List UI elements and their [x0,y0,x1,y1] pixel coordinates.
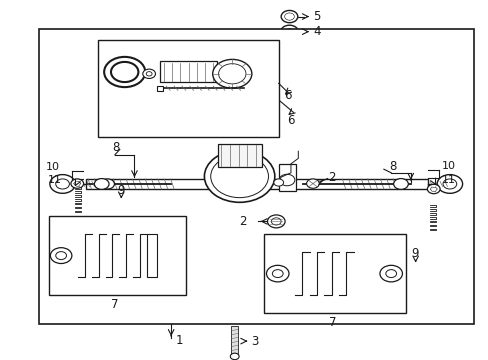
Circle shape [436,175,462,193]
Text: 5: 5 [313,10,320,23]
Circle shape [146,72,152,76]
Text: 7: 7 [111,298,119,311]
Circle shape [50,248,72,264]
Text: 7: 7 [328,316,336,329]
Bar [160,61,216,82]
Text: 4: 4 [313,25,320,38]
Text: 11: 11 [48,175,61,185]
Circle shape [393,179,407,189]
Text: 8: 8 [388,160,395,173]
Bar [217,144,261,167]
Circle shape [281,10,297,23]
Text: 9: 9 [411,247,418,260]
Bar [39,29,473,324]
Circle shape [284,13,294,20]
Text: 8: 8 [112,141,120,154]
Circle shape [230,353,239,360]
Bar [146,234,157,277]
Circle shape [306,179,319,188]
Circle shape [104,57,145,87]
Circle shape [280,25,298,38]
Circle shape [285,29,293,35]
Text: 10: 10 [46,162,60,172]
Circle shape [56,252,66,260]
Bar [231,326,238,356]
Circle shape [210,155,268,198]
Circle shape [56,179,69,189]
Text: 10: 10 [441,161,455,171]
Circle shape [273,179,283,186]
Bar [157,86,163,91]
Circle shape [267,215,285,228]
Bar [85,179,427,189]
Circle shape [101,179,114,189]
Circle shape [271,218,281,225]
Circle shape [142,69,155,78]
Text: 3: 3 [250,334,258,348]
Circle shape [279,174,294,186]
Circle shape [204,150,274,202]
Text: 6: 6 [284,90,291,103]
Circle shape [218,64,245,84]
Circle shape [427,184,439,194]
Circle shape [212,59,251,88]
Circle shape [272,270,283,278]
Text: 2: 2 [327,171,334,184]
Circle shape [385,270,396,278]
Circle shape [379,265,402,282]
Circle shape [111,62,138,82]
Circle shape [94,179,109,189]
Bar [98,40,278,137]
Text: 1: 1 [176,334,183,347]
Text: 11: 11 [441,175,455,185]
Bar [49,216,185,295]
Circle shape [71,179,83,188]
Circle shape [266,265,288,282]
Bar [278,164,295,191]
Text: 2: 2 [239,215,246,228]
Circle shape [442,179,456,189]
Text: 9: 9 [117,184,124,197]
Circle shape [50,175,75,193]
Bar [264,234,405,313]
Text: 6: 6 [286,114,294,127]
